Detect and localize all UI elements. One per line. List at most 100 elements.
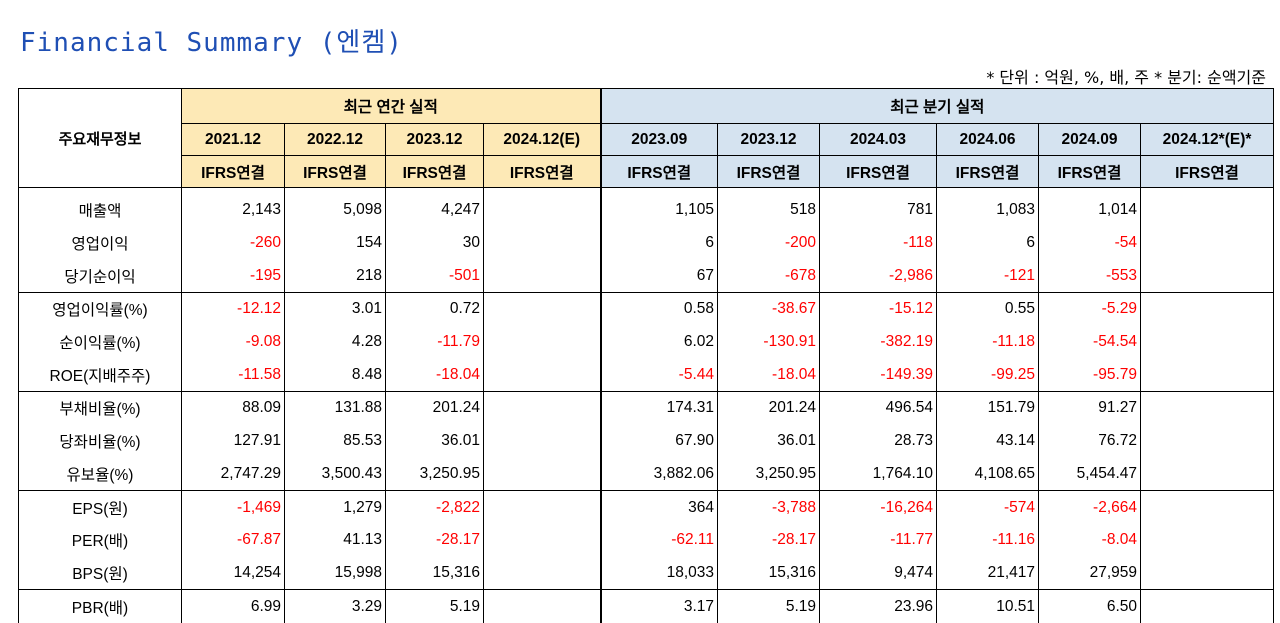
row-label: 순이익률(%) xyxy=(18,325,182,359)
value-cell xyxy=(1139,589,1275,623)
value-cell: -574 xyxy=(936,490,1039,524)
basis-header: IFRS연결 xyxy=(819,155,937,188)
value-cell xyxy=(1139,358,1275,392)
value-cell: 88.09 xyxy=(181,391,285,425)
annual-group-header: 최근 연간 실적 xyxy=(181,88,601,124)
value-cell: 10.51 xyxy=(936,589,1039,623)
value-cell: -11.58 xyxy=(181,358,285,392)
basis-header: IFRS연결 xyxy=(385,155,484,188)
value-cell xyxy=(483,424,601,458)
value-cell: -95.79 xyxy=(1038,358,1141,392)
value-cell: 9,474 xyxy=(819,556,937,590)
value-cell: 36.01 xyxy=(385,424,484,458)
value-cell: -121 xyxy=(936,259,1039,293)
value-cell xyxy=(1139,523,1275,557)
basis-header: IFRS연결 xyxy=(1038,155,1141,188)
value-cell: 0.55 xyxy=(936,292,1039,326)
row-label: 부채비율(%) xyxy=(18,391,182,425)
value-cell xyxy=(483,490,601,524)
value-cell: 3,250.95 xyxy=(385,457,484,491)
row-label: 유보율(%) xyxy=(18,457,182,491)
basis-header: IFRS연결 xyxy=(483,155,601,188)
value-cell: 127.91 xyxy=(181,424,285,458)
value-cell: 1,083 xyxy=(936,186,1039,227)
value-cell xyxy=(483,325,601,359)
value-cell: -678 xyxy=(717,259,820,293)
table-row: 당좌비율(%) 127.91 85.53 36.01 67.90 36.01 28.73 43… xyxy=(18,424,1275,458)
value-cell: 151.79 xyxy=(936,391,1039,425)
value-cell: 6.50 xyxy=(1038,589,1141,623)
value-cell: -28.17 xyxy=(385,523,484,557)
value-cell: 28.73 xyxy=(819,424,937,458)
period-header: 2023.12 xyxy=(385,123,484,156)
value-cell: -62.11 xyxy=(599,523,718,557)
basis-header: IFRS연결 xyxy=(717,155,820,188)
financial-summary-table: 주요재무정보 최근 연간 실적 최근 분기 실적 2021.12 2022.12 2… xyxy=(18,88,1275,623)
value-cell: -1,469 xyxy=(181,490,285,524)
value-cell xyxy=(1139,391,1275,425)
value-cell: 154 xyxy=(284,226,386,260)
table-body: 매출액 2,143 5,098 4,247 1,105 518 781 1,083 1,014 영… xyxy=(18,186,1275,623)
row-label: PBR(배) xyxy=(18,589,182,623)
value-cell: -54.54 xyxy=(1038,325,1141,359)
value-cell xyxy=(483,292,601,326)
value-cell xyxy=(483,226,601,260)
value-cell: -501 xyxy=(385,259,484,293)
row-label: 매출액 xyxy=(18,186,182,227)
value-cell: 6 xyxy=(599,226,718,260)
value-cell: 41.13 xyxy=(284,523,386,557)
value-cell: 201.24 xyxy=(385,391,484,425)
value-cell: 15,316 xyxy=(717,556,820,590)
period-header: 2024.03 xyxy=(819,123,937,156)
value-cell: 15,316 xyxy=(385,556,484,590)
table-row: 유보율(%) 2,747.29 3,500.43 3,250.95 3,882.06 3,… xyxy=(18,457,1275,491)
table-row: PBR(배) 6.99 3.29 5.19 3.17 5.19 23.96 10.51 6.50 xyxy=(18,589,1275,623)
value-cell: -2,822 xyxy=(385,490,484,524)
value-cell xyxy=(1139,457,1275,491)
value-cell: -2,664 xyxy=(1038,490,1141,524)
value-cell: -3,788 xyxy=(717,490,820,524)
value-cell: 6.02 xyxy=(599,325,718,359)
value-cell: 4,108.65 xyxy=(936,457,1039,491)
value-cell: 27,959 xyxy=(1038,556,1141,590)
table-row: PER(배) -67.87 41.13 -28.17 -62.11 -28.17 -11.7… xyxy=(18,523,1275,557)
value-cell: 67 xyxy=(599,259,718,293)
value-cell: 14,254 xyxy=(181,556,285,590)
table-row: 순이익률(%) -9.08 4.28 -11.79 6.02 -130.91 -382.19… xyxy=(18,325,1275,359)
value-cell: 3,250.95 xyxy=(717,457,820,491)
value-cell: -18.04 xyxy=(717,358,820,392)
value-cell xyxy=(1139,556,1275,590)
value-cell xyxy=(483,556,601,590)
row-label: PER(배) xyxy=(18,523,182,557)
value-cell: 43.14 xyxy=(936,424,1039,458)
table-row: ROE(지배주주) -11.58 8.48 -18.04 -5.44 -18.04 -149… xyxy=(18,358,1275,392)
value-cell xyxy=(1139,325,1275,359)
period-header: 2024.09 xyxy=(1038,123,1141,156)
basis-header-row: IFRS연결 IFRS연결 IFRS연결 IFRS연결 IFRS연결 IFRS연결 IFRS… xyxy=(19,155,1275,188)
value-cell: -200 xyxy=(717,226,820,260)
value-cell: 5.19 xyxy=(385,589,484,623)
value-cell: -118 xyxy=(819,226,937,260)
row-label: ROE(지배주주) xyxy=(18,358,182,392)
table-row: 당기순이익 -195 218 -501 67 -678 -2,986 -121 -553 xyxy=(18,259,1275,293)
value-cell: -5.29 xyxy=(1038,292,1141,326)
basis-header: IFRS연결 xyxy=(599,155,718,188)
value-cell xyxy=(483,391,601,425)
value-cell: 3.17 xyxy=(599,589,718,623)
basis-header: IFRS연결 xyxy=(936,155,1039,188)
table-row: 매출액 2,143 5,098 4,247 1,105 518 781 1,083 1,014 xyxy=(18,186,1275,227)
value-cell: -149.39 xyxy=(819,358,937,392)
value-cell xyxy=(483,523,601,557)
value-cell: 6.99 xyxy=(181,589,285,623)
value-cell: 0.72 xyxy=(385,292,484,326)
value-cell xyxy=(1139,292,1275,326)
period-header: 2022.12 xyxy=(284,123,386,156)
value-cell: 4,247 xyxy=(385,186,484,227)
period-header: 2021.12 xyxy=(181,123,285,156)
value-cell: -553 xyxy=(1038,259,1141,293)
value-cell: -2,986 xyxy=(819,259,937,293)
value-cell xyxy=(483,358,601,392)
value-cell xyxy=(483,589,601,623)
value-cell xyxy=(1139,424,1275,458)
value-cell: 21,417 xyxy=(936,556,1039,590)
